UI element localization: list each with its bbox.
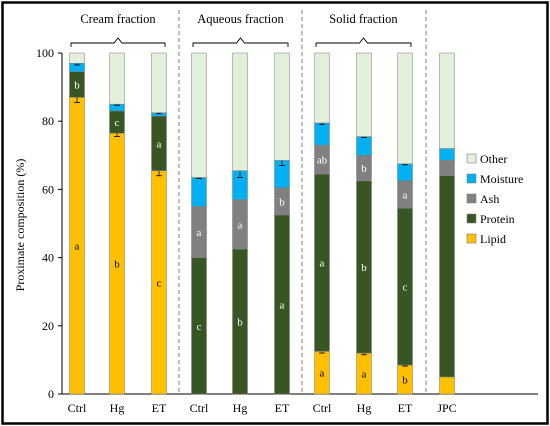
bar-significance-label: ab [317, 155, 328, 167]
bar-segment-moisture [314, 122, 330, 146]
x-tick-label: Ctrl [190, 401, 209, 415]
x-tick-label: Ctrl [68, 401, 87, 415]
bar-significance-label: b [361, 163, 367, 175]
x-tick-label: JPC [437, 401, 456, 415]
bar-segment-other [109, 52, 125, 105]
y-tick-label: 80 [42, 114, 54, 128]
x-tick-label: Hg [110, 401, 125, 415]
bar-segment-other [191, 52, 207, 178]
group-title: Aqueous fraction [197, 12, 284, 26]
y-tick-label: 100 [36, 46, 54, 60]
group-title: Solid fraction [329, 12, 398, 26]
bar-segment-moisture [191, 177, 207, 207]
legend: Other Moisture Ash Protein Lipid [466, 152, 523, 246]
bar-significance-label: a [197, 227, 202, 239]
bar-segment-other [274, 52, 290, 161]
bar-segment-lipid [439, 376, 455, 395]
group-title: Cream fraction [80, 12, 156, 26]
bar-segment-other [69, 52, 85, 64]
y-axis-label: Proximate composition (%) [13, 159, 27, 292]
bar-significance-label: b [114, 259, 120, 271]
legend-swatch-ash [466, 193, 477, 204]
bar-significance-label: a [75, 241, 80, 253]
bar-significance-label: b [402, 375, 408, 387]
bar-significance-label: a [320, 368, 325, 380]
bar-segment-moisture [439, 148, 455, 161]
bar-significance-label: a [157, 138, 162, 150]
bar-segment-other [151, 52, 167, 113]
bar-significance-label: b [361, 262, 367, 274]
x-tick-label: ET [275, 401, 290, 415]
bar-significance-label: a [280, 299, 285, 311]
y-tick-label: 0 [48, 387, 54, 401]
bar-segment-other [356, 52, 372, 137]
bar-segment-moisture [397, 163, 413, 182]
x-tick-label: ET [152, 401, 167, 415]
x-tick-label: Ctrl [313, 401, 332, 415]
bar-segment-protein [439, 175, 455, 378]
bar-significance-label: b [237, 317, 243, 329]
bar-segment-ash [439, 160, 455, 177]
bar-segment-other [314, 52, 330, 124]
group-brace [192, 37, 289, 47]
bar-significance-label: a [320, 258, 325, 270]
plot-area: 0 20 40 60 80 100 Cream fraction Aqueous fracti… [36, 10, 538, 415]
legend-swatch-other [466, 153, 477, 164]
bar-significance-label: b [279, 196, 285, 208]
x-tick-label: Hg [357, 401, 372, 415]
bar-significance-label: a [238, 219, 243, 231]
y-tick-label: 40 [42, 251, 54, 265]
bar-significance-label: a [403, 190, 408, 202]
bar-segment-other [232, 52, 248, 171]
bar-segment-moisture [356, 136, 372, 156]
bar-segment-other [397, 52, 413, 165]
bar-significance-label: b [74, 80, 80, 92]
bar-significance-label: c [197, 321, 202, 333]
group-brace [315, 37, 412, 47]
bar-significance-label: c [115, 117, 120, 129]
legend-label-lipid: Lipid [480, 232, 506, 246]
x-tick-label: Hg [233, 401, 248, 415]
legend-swatch-moisture [466, 173, 477, 184]
legend-swatch-lipid [466, 233, 477, 244]
group-brace [70, 37, 166, 47]
legend-label-moisture: Moisture [480, 172, 523, 186]
legend-label-other: Other [480, 152, 507, 166]
x-tick-label: ET [398, 401, 413, 415]
legend-swatch-protein [466, 213, 477, 224]
legend-label-protein: Protein [480, 212, 515, 226]
bar-significance-label: a [362, 369, 367, 381]
legend-label-ash: Ash [480, 192, 499, 206]
bar-segment-other [439, 52, 455, 149]
y-tick-label: 60 [42, 182, 54, 196]
bar-significance-label: c [157, 277, 162, 289]
bar-significance-label: c [403, 282, 408, 294]
y-tick-label: 20 [42, 319, 54, 333]
